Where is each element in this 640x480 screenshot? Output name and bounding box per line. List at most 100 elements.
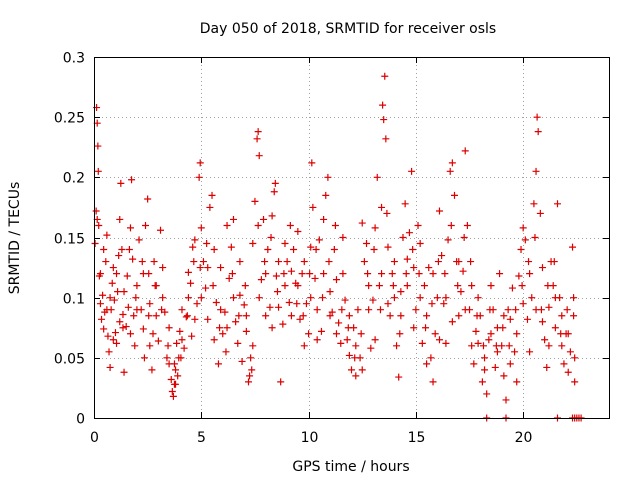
data-point [478, 378, 486, 386]
data-point [416, 294, 424, 302]
data-point [525, 258, 533, 266]
data-point [152, 312, 160, 320]
data-point [216, 324, 224, 332]
data-point [483, 390, 491, 398]
data-point [133, 282, 141, 290]
data-point [429, 270, 437, 278]
data-point [176, 327, 184, 335]
data-point [405, 229, 413, 237]
data-point [92, 207, 100, 215]
x-tick-label: 15 [408, 430, 426, 446]
data-point [106, 294, 114, 302]
data-point [249, 342, 257, 350]
data-point [286, 221, 294, 229]
data-point [383, 209, 391, 217]
data-point [448, 159, 456, 167]
data-point [345, 312, 353, 320]
data-point [468, 282, 476, 290]
data-point [157, 226, 165, 234]
data-point [534, 128, 542, 136]
x-tick-label: 5 [197, 430, 206, 446]
data-point [371, 224, 379, 232]
data-point [238, 357, 246, 365]
data-point [570, 294, 578, 302]
data-point [410, 324, 418, 332]
x-axis: 0 5 10 15 20 [90, 57, 532, 446]
data-point [343, 336, 351, 344]
data-point [117, 179, 125, 187]
data-point [122, 323, 130, 331]
data-point [309, 203, 317, 211]
data-point [455, 258, 463, 266]
data-point [273, 288, 281, 296]
data-point [255, 152, 263, 160]
data-point [496, 270, 504, 278]
data-point [502, 396, 510, 404]
data-point [204, 315, 212, 323]
data-point [312, 246, 320, 254]
data-point [538, 318, 546, 326]
data-point [348, 366, 355, 374]
data-point [229, 294, 237, 302]
data-point [272, 272, 280, 280]
data-point [225, 274, 233, 282]
data-point [363, 240, 371, 248]
data-point [151, 282, 159, 290]
data-point [412, 306, 420, 314]
data-point [506, 360, 514, 368]
data-point [228, 270, 236, 278]
data-point [521, 236, 529, 244]
data-point [109, 264, 117, 272]
data-point [173, 339, 181, 347]
data-point [209, 282, 217, 290]
data-point [339, 270, 347, 278]
data-point [270, 188, 278, 196]
data-point [217, 264, 225, 272]
data-point [138, 258, 146, 266]
data-point [345, 351, 353, 359]
data-point [144, 195, 152, 203]
data-point [517, 246, 525, 254]
data-point [457, 288, 465, 296]
data-point [114, 288, 122, 296]
data-point [116, 318, 124, 326]
data-point [319, 294, 327, 302]
data-point [528, 294, 536, 302]
data-point [352, 372, 360, 380]
data-point [403, 282, 411, 290]
data-point [248, 366, 256, 374]
data-point [126, 224, 134, 232]
data-point [158, 306, 166, 314]
data-point [222, 348, 230, 356]
data-point [545, 342, 553, 350]
data-point [96, 270, 104, 278]
data-point [390, 294, 398, 302]
data-point [326, 288, 334, 296]
data-point [120, 288, 128, 296]
data-point [232, 318, 240, 326]
data-point [332, 330, 340, 338]
y-tick-label: 0.3 [63, 51, 85, 67]
data-point [378, 203, 386, 211]
data-point [408, 167, 416, 175]
data-point [102, 258, 110, 266]
data-point [242, 327, 250, 335]
data-point [182, 313, 190, 321]
data-point [236, 291, 244, 299]
data-point [455, 312, 463, 320]
data-point [370, 246, 378, 254]
data-point [111, 329, 119, 337]
data-point [109, 336, 117, 344]
data-point [435, 336, 443, 344]
data-point [174, 372, 182, 380]
data-point [251, 197, 259, 205]
data-point [322, 191, 330, 199]
data-point [337, 339, 345, 347]
data-point [537, 306, 545, 314]
data-point [118, 246, 126, 254]
data-point [165, 324, 173, 332]
data-point [235, 312, 243, 320]
data-point [145, 312, 153, 320]
data-point [341, 296, 349, 304]
